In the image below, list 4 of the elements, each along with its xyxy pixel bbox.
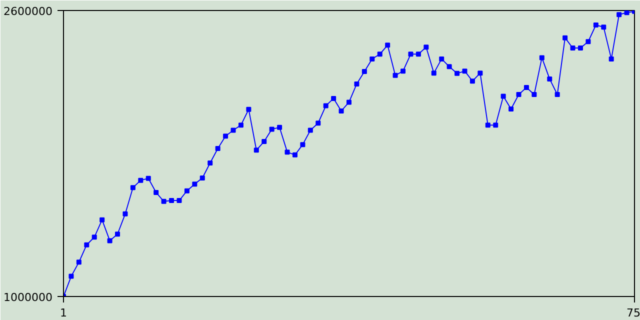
x-tick-label: 1 (60, 306, 67, 320)
y-tick-label: 1000000 (4, 291, 53, 304)
x-tick-label: 75 (626, 306, 640, 320)
y-tick-label: 2600000 (4, 5, 53, 18)
